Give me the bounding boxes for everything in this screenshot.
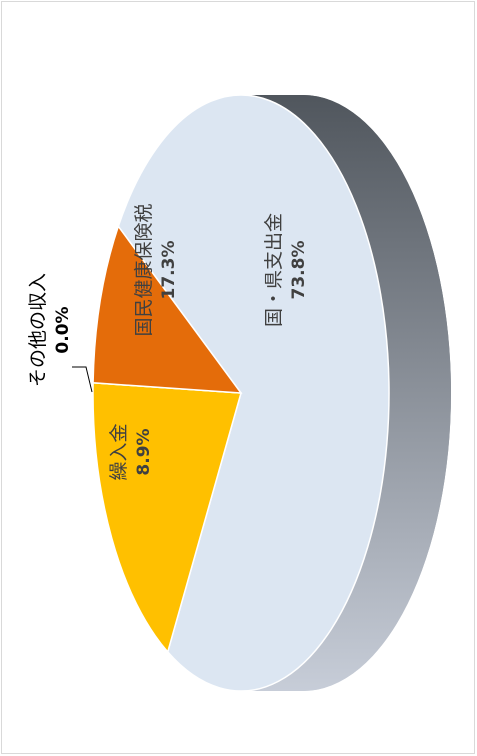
slice-kokuken-shishutsukin <box>117 94 390 692</box>
slice-kokumin-kenko-hokenzei-label: 国民健康保険税 17.3% <box>133 203 179 336</box>
slice-kokuken-shishutsukin-label: 国・県支出金 73.8% <box>263 213 309 327</box>
slice-kuriirekin <box>92 224 243 394</box>
slice-name-label: 繰入金 <box>108 423 130 480</box>
slice-value-label: 73.8% <box>289 241 309 300</box>
slice-name-label: 国民健康保険税 <box>133 203 155 336</box>
slice-name-label: その他の収入 <box>27 273 49 387</box>
slice-name-label: 国・県支出金 <box>263 213 285 327</box>
slice-kuriirekin-label: 繰入金 8.9% <box>108 423 154 480</box>
leader-line <box>72 366 93 393</box>
slice-value-label: 8.9% <box>134 428 154 475</box>
slice-value-label: 0.0% <box>53 306 73 353</box>
slice-sonota-shunyu-label: その他の収入 0.0% <box>27 273 73 387</box>
slice-value-label: 17.3% <box>159 241 179 300</box>
slice-kokumin-kenko-hokenzei <box>92 382 242 654</box>
